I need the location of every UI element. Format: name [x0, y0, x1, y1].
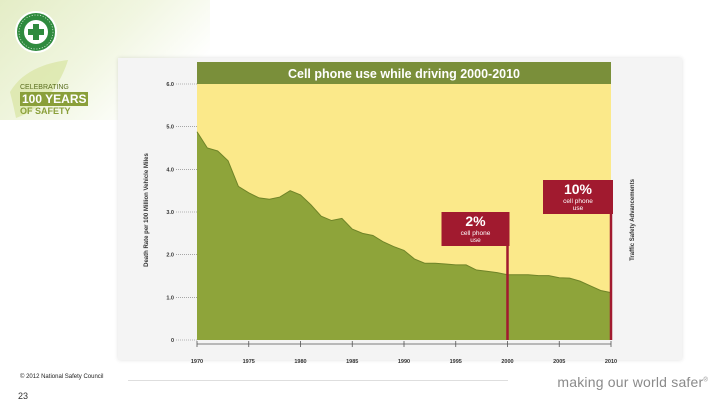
chart-title: Cell phone use while driving 2000-2010: [288, 67, 520, 81]
annotation-sublabel-2: use: [573, 205, 584, 212]
anniversary-line-2: 100 YEARS: [20, 92, 89, 106]
y-tick-label: 4.0: [166, 167, 174, 173]
x-tick-label: 2010: [605, 359, 617, 365]
y-tick-label: 3.0: [166, 210, 174, 216]
y-axis-label: Death Rate per 100 Million Vehicle Miles: [144, 152, 150, 266]
x-tick-label: 1970: [191, 359, 203, 365]
x-tick-label: 1980: [294, 359, 306, 365]
title-bar: [197, 62, 611, 84]
x-tick-label: 1995: [450, 359, 462, 365]
bottom-divider: [128, 380, 508, 381]
x-tick-label: 2000: [501, 359, 513, 365]
annotation-box-2: [543, 180, 613, 214]
tagline-text: making our world safer: [557, 374, 704, 390]
annotation-percent-2: 10%: [564, 181, 593, 197]
copyright-text: © 2012 National Safety Council: [20, 374, 104, 380]
annotation-sublabel-1: use: [470, 237, 481, 244]
anniversary-line-1: CELEBRATING: [20, 84, 69, 91]
y-tick-label: 2.0: [166, 253, 174, 259]
annotation-percent-1: 2%: [465, 213, 486, 229]
right-axis-label: Traffic Safety Advancements: [630, 178, 636, 260]
anniversary-line-3: OF SAFETY: [20, 106, 71, 116]
page-number: 23: [18, 391, 29, 401]
y-tick-label: 5.0: [166, 125, 174, 131]
cross-shield-icon: [15, 11, 57, 53]
x-tick-label: 1990: [398, 359, 410, 365]
y-tick-label: 6.0: [166, 82, 174, 88]
tagline: making our world safer®: [557, 374, 708, 390]
x-tick-label: 1975: [243, 359, 255, 365]
annotation-box-1: [441, 212, 510, 246]
annotation-label-2: cell phone: [563, 198, 593, 205]
x-tick-label: 1985: [346, 359, 358, 365]
y-tick-label: 1.0: [166, 295, 174, 301]
nsc-logo: [14, 10, 58, 54]
y-tick-label: 0: [171, 338, 174, 344]
annotation-label-1: cell phone: [461, 230, 491, 237]
tagline-mark: ®: [703, 377, 708, 384]
x-tick-label: 2005: [553, 359, 565, 365]
death-rate-line: [196, 131, 612, 294]
